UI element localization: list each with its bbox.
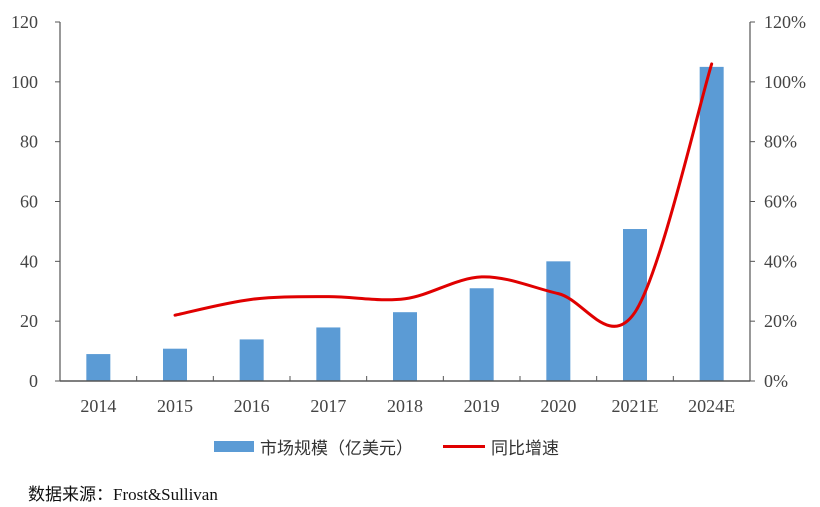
right-tick-label: 20% [764, 311, 797, 331]
bar-2014 [86, 354, 111, 381]
left-tick-label: 80 [20, 132, 38, 152]
left-tick-label: 120 [11, 12, 38, 32]
x-tick-label: 2024E [688, 396, 735, 416]
legend-line-swatch [443, 445, 485, 448]
source-note: 数据来源：Frost&Sullivan [28, 485, 218, 504]
bar-2024E [699, 66, 724, 381]
left-tick-label: 100 [11, 72, 38, 92]
right-tick-label: 0% [764, 371, 788, 391]
x-tick-label: 2021E [612, 396, 659, 416]
bar-2020 [546, 261, 571, 381]
legend: 市场规模（亿美元） 同比增速 [214, 434, 559, 459]
chart: 0 20 40 60 80 100 120 0% 20% 40% 60% 80% 100% 120% 201… [11, 12, 806, 416]
right-tick-label: 80% [764, 132, 797, 152]
x-tick-label: 2018 [387, 396, 423, 416]
x-tick-label: 2015 [157, 396, 193, 416]
legend-line-label: 同比增速 [491, 439, 559, 459]
x-tick-label: 2016 [234, 396, 270, 416]
bar-2016 [239, 339, 264, 381]
right-tick-label: 120% [764, 12, 806, 32]
left-tick-label: 20 [20, 311, 38, 331]
bar-2021E [623, 229, 647, 381]
right-tick-label: 40% [764, 251, 797, 271]
x-tick-label: 2019 [464, 396, 500, 416]
bar-2015 [163, 348, 187, 381]
x-tick-label: 2017 [310, 396, 346, 416]
bar-2019 [469, 288, 494, 381]
right-tick-label: 60% [764, 192, 797, 212]
x-tick-label: 2020 [540, 396, 576, 416]
left-tick-label: 0 [29, 371, 38, 391]
bar-2018 [393, 312, 417, 381]
growth-rate-line [173, 62, 714, 328]
bar-2017 [316, 327, 341, 381]
left-tick-label: 40 [20, 251, 38, 271]
right-tick-label: 100% [764, 72, 806, 92]
left-tick-label: 60 [20, 192, 38, 212]
x-tick-label: 2014 [80, 396, 116, 416]
legend-bar-label: 市场规模（亿美元） [260, 439, 413, 459]
legend-bar-swatch [214, 441, 254, 452]
